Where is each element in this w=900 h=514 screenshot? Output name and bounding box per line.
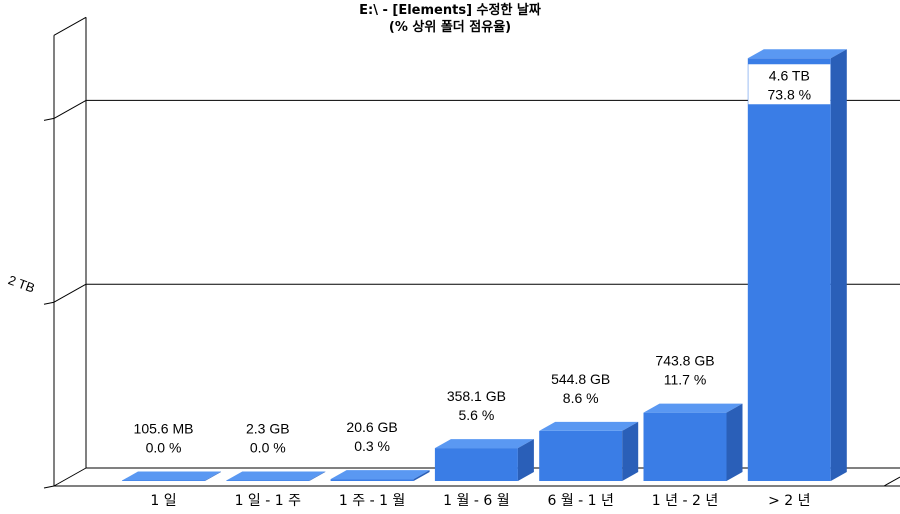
bar [643, 412, 727, 481]
data-label-size: 358.1 GB [447, 388, 506, 404]
gridline-wall [53, 99, 87, 119]
bar [539, 430, 623, 481]
xtick-label: 6 월 - 1 년 [547, 493, 613, 509]
data-label-percent: 0.0 % [146, 440, 182, 456]
data-label-percent: 5.6 % [458, 407, 494, 423]
bar [434, 448, 518, 481]
bar-side [830, 49, 847, 481]
bar-side [413, 470, 430, 481]
bar-side [517, 439, 534, 481]
bar-side [309, 471, 326, 481]
floor-left-edge [53, 467, 87, 487]
bar-top [747, 49, 847, 59]
bar-top [643, 403, 743, 413]
chart-title: E:\ - [Elements] 수정한 날짜 [359, 3, 541, 18]
ytick-mark [43, 301, 55, 305]
xtick-label: > 2 년 [768, 493, 810, 509]
xtick-label: 1 년 - 2 년 [652, 493, 718, 509]
data-label-size: 2.3 GB [246, 421, 290, 437]
data-label-box [748, 64, 831, 105]
chart-title-block: E:\ - [Elements] 수정한 날짜 (% 상위 폴더 점유율) [0, 2, 900, 36]
data-label-box [226, 417, 309, 458]
data-label-size: 544.8 GB [551, 371, 610, 387]
bar-side [726, 403, 743, 481]
data-label-box [331, 416, 414, 457]
data-label-box [435, 385, 518, 426]
data-label-percent: 73.8 % [768, 86, 812, 102]
bar-top [226, 471, 326, 481]
data-label-box [644, 349, 726, 390]
data-label-size: 743.8 GB [655, 353, 714, 369]
ytick-mark [43, 485, 55, 489]
bar [747, 58, 831, 481]
data-label-percent: 0.3 % [354, 438, 390, 454]
xtick-label: 1 주 - 1 월 [339, 493, 405, 509]
data-label-size: 4.6 TB [769, 67, 810, 83]
data-label-box [122, 417, 205, 458]
ytick-label: 2 TB [6, 272, 37, 295]
data-label-size: 105.6 MB [134, 421, 194, 437]
ytick-mark [43, 117, 55, 121]
left-wall-top-edge [53, 16, 87, 36]
bar-top [539, 421, 639, 431]
data-label-box [539, 367, 622, 408]
bar-side [205, 471, 221, 481]
bar [330, 479, 414, 481]
gridline-wall [53, 283, 87, 303]
data-label-percent: 0.0 % [250, 440, 286, 456]
bar [226, 480, 310, 481]
bar-top [122, 471, 221, 481]
data-label-percent: 8.6 % [563, 390, 599, 406]
xtick-label: 1 일 - 1 주 [235, 493, 302, 509]
bar [122, 480, 205, 481]
chart-subtitle: (% 상위 폴더 점유율) [388, 20, 512, 35]
data-label-percent: 11.7 % [664, 372, 707, 388]
floor-right-edge [883, 476, 900, 487]
bar-top [330, 470, 430, 480]
data-label-size: 20.6 GB [346, 419, 397, 435]
bar-side [622, 421, 639, 481]
xtick-label: 1 월 - 6 월 [443, 493, 509, 509]
bar-top [434, 439, 534, 449]
xtick-label: 1 일 [150, 493, 176, 509]
